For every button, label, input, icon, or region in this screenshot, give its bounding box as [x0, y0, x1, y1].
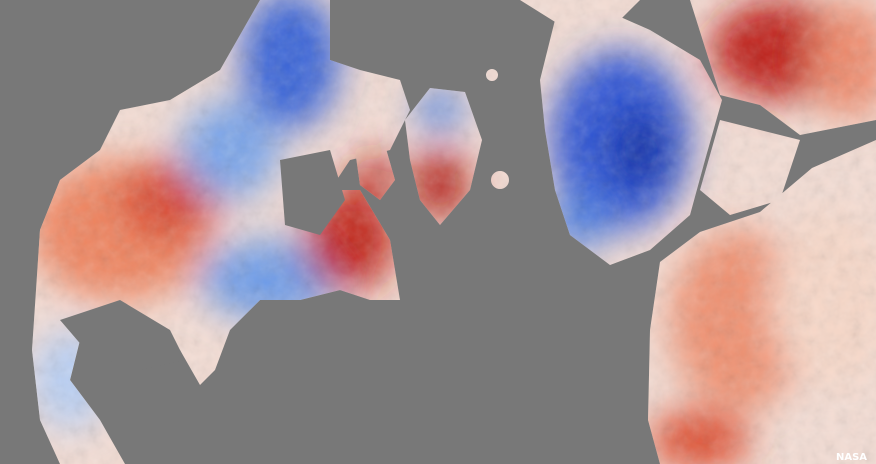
hudson-bay	[280, 150, 345, 235]
watermark: NASA	[836, 452, 867, 463]
gulf	[60, 300, 185, 370]
